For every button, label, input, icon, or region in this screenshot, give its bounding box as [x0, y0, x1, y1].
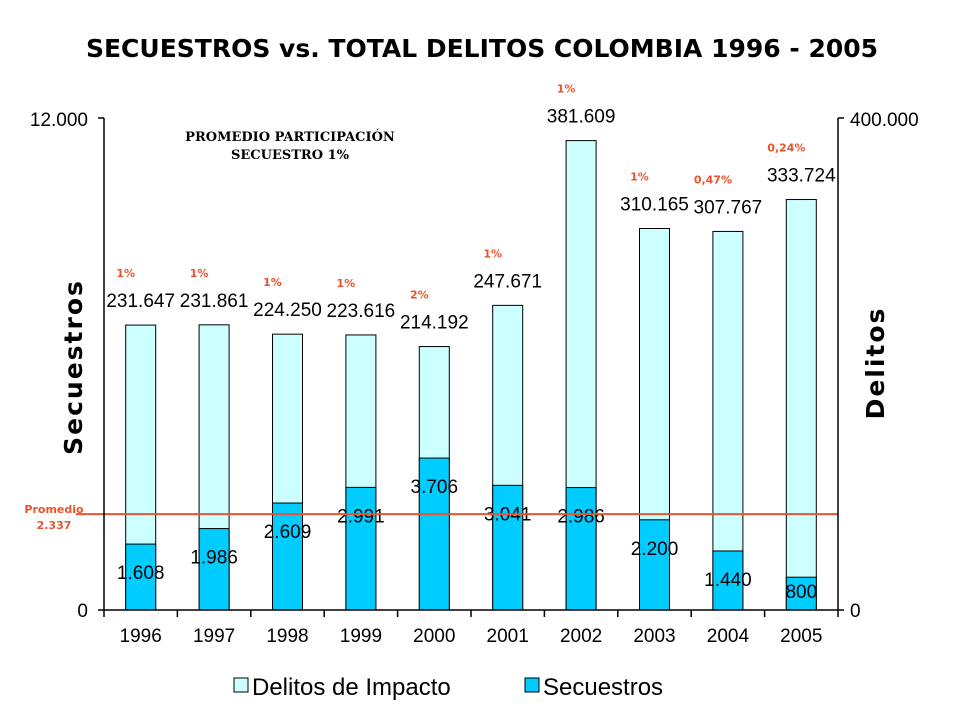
participation-note-line2: SECUESTRO 1% — [231, 148, 350, 163]
left-tick-zero: 0 — [77, 601, 88, 622]
bar-secuestros-2001 — [492, 484, 524, 611]
x-tick-2002: 2002 — [560, 626, 602, 647]
label-secuestros-1996: 1.608 — [117, 563, 165, 584]
legend-label-delitos: Delitos de Impacto — [252, 674, 451, 701]
legend: Delitos de Impacto Secuestros — [233, 674, 663, 701]
left-axis-title: Secuestros — [59, 279, 88, 455]
legend-label-secuestros: Secuestros — [543, 674, 663, 701]
label-delitos-2000: 214.192 — [400, 313, 469, 334]
label-delitos-2004: 307.767 — [694, 197, 763, 218]
right-axis-title: Delitos — [861, 307, 890, 420]
right-tick-zero: 0 — [850, 601, 861, 622]
x-tick-1996: 1996 — [120, 626, 162, 647]
x-tick-2001: 2001 — [487, 626, 529, 647]
label-participation-2000: 2% — [410, 289, 429, 302]
x-tick-labels: 1996 1997 1998 1999 2000 2001 2002 2003 2004 2005 — [120, 626, 823, 647]
average-group: Promedio 2.337 — [24, 503, 838, 532]
label-participation-2003: 1% — [630, 170, 649, 183]
x-tick-1997: 1997 — [193, 626, 235, 647]
legend-swatch-secuestros — [524, 677, 540, 693]
right-tick-max: 400.000 — [850, 110, 919, 131]
label-secuestros-1998: 2.609 — [264, 522, 312, 543]
bar-secuestros-2000 — [418, 457, 450, 611]
average-label-line1: Promedio — [24, 503, 84, 516]
label-secuestros-2000: 3.706 — [411, 477, 459, 498]
label-secuestros-2003: 2.200 — [631, 539, 679, 560]
label-secuestros-2002: 2.986 — [557, 507, 605, 528]
label-delitos-2002: 381.609 — [547, 107, 616, 128]
label-participation-2002: 1% — [557, 83, 576, 96]
x-tick-1998: 1998 — [266, 626, 308, 647]
label-participation-2005: 0,24% — [767, 142, 805, 155]
label-participation-2004: 0,47% — [694, 173, 732, 186]
x-tick-2003: 2003 — [633, 626, 675, 647]
label-participation-2001: 1% — [483, 247, 502, 260]
bar-secuestros-2004 — [712, 550, 744, 611]
label-participation-1997: 1% — [190, 267, 209, 280]
x-tick-2000: 2000 — [413, 626, 455, 647]
bar-delitos-2004 — [712, 230, 744, 611]
bar-secuestros-1998 — [272, 502, 303, 611]
bar-secuestros-2002 — [565, 487, 597, 611]
bar-secuestros-2005 — [785, 576, 817, 611]
label-participation-1998: 1% — [263, 276, 282, 289]
x-tick-1999: 1999 — [340, 626, 382, 647]
x-tick-2005: 2005 — [780, 626, 822, 647]
chart-title: SECUESTROS vs. TOTAL DELITOS COLOMBIA 19… — [86, 34, 878, 63]
label-secuestros-2004: 1.440 — [704, 570, 752, 591]
label-delitos-2005: 333.724 — [767, 166, 836, 187]
label-secuestros-1999: 2.991 — [337, 506, 385, 527]
participation-note-line1: PROMEDIO PARTICIPACIÓN — [185, 128, 395, 145]
bar-secuestros-2003 — [639, 519, 670, 611]
label-delitos-1999: 223.616 — [327, 301, 396, 322]
label-delitos-1996: 231.647 — [106, 291, 175, 312]
left-tick-max: 12.000 — [30, 110, 88, 131]
bars-group: 231.647 1% 1.608 231.861 1% 1.986 224.250 1% 2.6… — [106, 83, 836, 611]
label-delitos-1998: 224.250 — [253, 300, 322, 321]
label-delitos-1997: 231.861 — [180, 291, 249, 312]
average-label-line2: 2.337 — [37, 519, 72, 532]
label-delitos-2001: 247.671 — [473, 271, 542, 292]
label-participation-1996: 1% — [116, 267, 135, 280]
x-tick-2004: 2004 — [707, 626, 750, 647]
label-secuestros-2005: 800 — [785, 582, 817, 603]
legend-swatch-delitos — [233, 677, 249, 693]
label-secuestros-1997: 1.986 — [190, 548, 238, 569]
bar-delitos-2005 — [785, 199, 817, 611]
bar-secuestros-1996 — [125, 543, 157, 611]
bar-secuestros-1997 — [198, 528, 230, 611]
axis-ticks — [98, 117, 844, 617]
bar-secuestros-1999 — [345, 486, 377, 611]
label-delitos-2003: 310.165 — [620, 194, 689, 215]
label-participation-1999: 1% — [337, 277, 356, 290]
